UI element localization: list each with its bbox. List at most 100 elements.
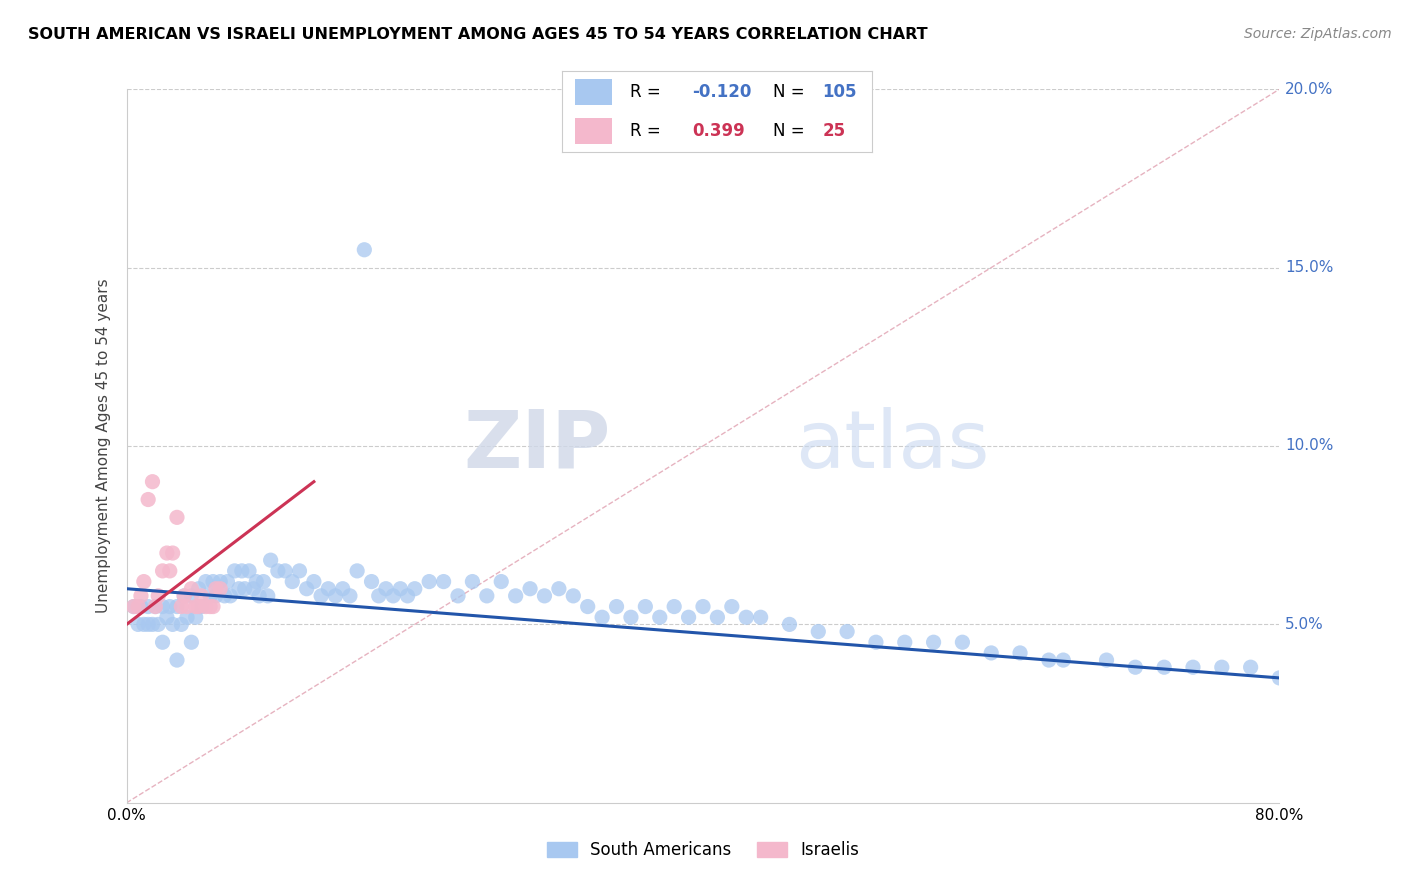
Point [865, 635, 887, 649]
Point [281, 574, 304, 589]
Point [302, 574, 325, 589]
Point [807, 624, 830, 639]
Point [325, 589, 347, 603]
Point [620, 610, 643, 624]
Point [835, 624, 858, 639]
Point [447, 589, 470, 603]
Point [247, 589, 270, 603]
Text: Source: ZipAtlas.com: Source: ZipAtlas.com [1244, 27, 1392, 41]
Text: R =: R = [630, 122, 661, 140]
Point [238, 564, 260, 578]
Point [346, 564, 368, 578]
Point [295, 582, 318, 596]
Point [180, 589, 202, 603]
Point [382, 589, 405, 603]
Point [170, 599, 193, 614]
Point [141, 617, 163, 632]
Point [576, 599, 599, 614]
Point [252, 574, 274, 589]
Point [224, 564, 246, 578]
Text: N =: N = [773, 122, 804, 140]
Point [1095, 653, 1118, 667]
Point [228, 582, 250, 596]
Point [894, 635, 917, 649]
Point [132, 617, 155, 632]
Point [209, 574, 232, 589]
Text: N =: N = [773, 83, 804, 101]
Point [360, 574, 382, 589]
Point [1181, 660, 1204, 674]
Point [634, 599, 657, 614]
Point [145, 599, 166, 614]
Point [318, 582, 340, 596]
Text: atlas: atlas [796, 407, 990, 485]
Point [194, 599, 217, 614]
Point [648, 610, 671, 624]
Point [418, 574, 440, 589]
Point [533, 589, 555, 603]
Point [166, 510, 188, 524]
Point [548, 582, 571, 596]
Point [720, 599, 742, 614]
Point [404, 582, 426, 596]
Point [132, 574, 155, 589]
Point [159, 564, 181, 578]
Point [231, 564, 253, 578]
Point [136, 617, 159, 632]
Point [367, 589, 389, 603]
Point [245, 574, 267, 589]
Text: -0.120: -0.120 [692, 83, 752, 101]
Text: 5.0%: 5.0% [1285, 617, 1324, 632]
Point [489, 574, 512, 589]
Point [475, 589, 498, 603]
Point [198, 599, 221, 614]
Point [1240, 660, 1263, 674]
Point [184, 599, 207, 614]
FancyBboxPatch shape [575, 79, 612, 105]
Point [374, 582, 398, 596]
Text: 0.399: 0.399 [692, 122, 745, 140]
Point [389, 582, 412, 596]
Point [176, 599, 198, 614]
Point [173, 589, 195, 603]
Point [127, 617, 149, 632]
Point [562, 589, 585, 603]
Point [259, 553, 281, 567]
Point [735, 610, 758, 624]
Point [1052, 653, 1074, 667]
Point [166, 599, 188, 614]
Point [129, 599, 152, 614]
Point [1268, 671, 1291, 685]
Point [152, 635, 174, 649]
Text: SOUTH AMERICAN VS ISRAELI UNEMPLOYMENT AMONG AGES 45 TO 54 YEARS CORRELATION CHA: SOUTH AMERICAN VS ISRAELI UNEMPLOYMENT A… [28, 27, 928, 42]
Point [148, 589, 170, 603]
Point [194, 574, 217, 589]
Point [396, 589, 419, 603]
Point [145, 599, 166, 614]
Point [198, 589, 221, 603]
Point [141, 475, 163, 489]
Legend: South Americans, Israelis: South Americans, Israelis [540, 835, 866, 866]
Point [162, 617, 184, 632]
Point [209, 582, 232, 596]
Point [205, 589, 228, 603]
Text: 25: 25 [823, 122, 845, 140]
Point [129, 589, 152, 603]
Point [202, 599, 225, 614]
Point [706, 610, 728, 624]
Point [980, 646, 1002, 660]
Point [692, 599, 714, 614]
Text: R =: R = [630, 83, 661, 101]
Point [148, 617, 170, 632]
Y-axis label: Unemployment Among Ages 45 to 54 years: Unemployment Among Ages 45 to 54 years [96, 278, 111, 614]
Text: 10.0%: 10.0% [1285, 439, 1334, 453]
Text: ZIP: ZIP [464, 407, 610, 485]
Point [187, 582, 209, 596]
Point [1123, 660, 1146, 674]
Point [127, 599, 149, 614]
Point [166, 653, 188, 667]
Point [219, 589, 242, 603]
Point [519, 582, 541, 596]
Point [664, 599, 686, 614]
Point [779, 617, 801, 632]
